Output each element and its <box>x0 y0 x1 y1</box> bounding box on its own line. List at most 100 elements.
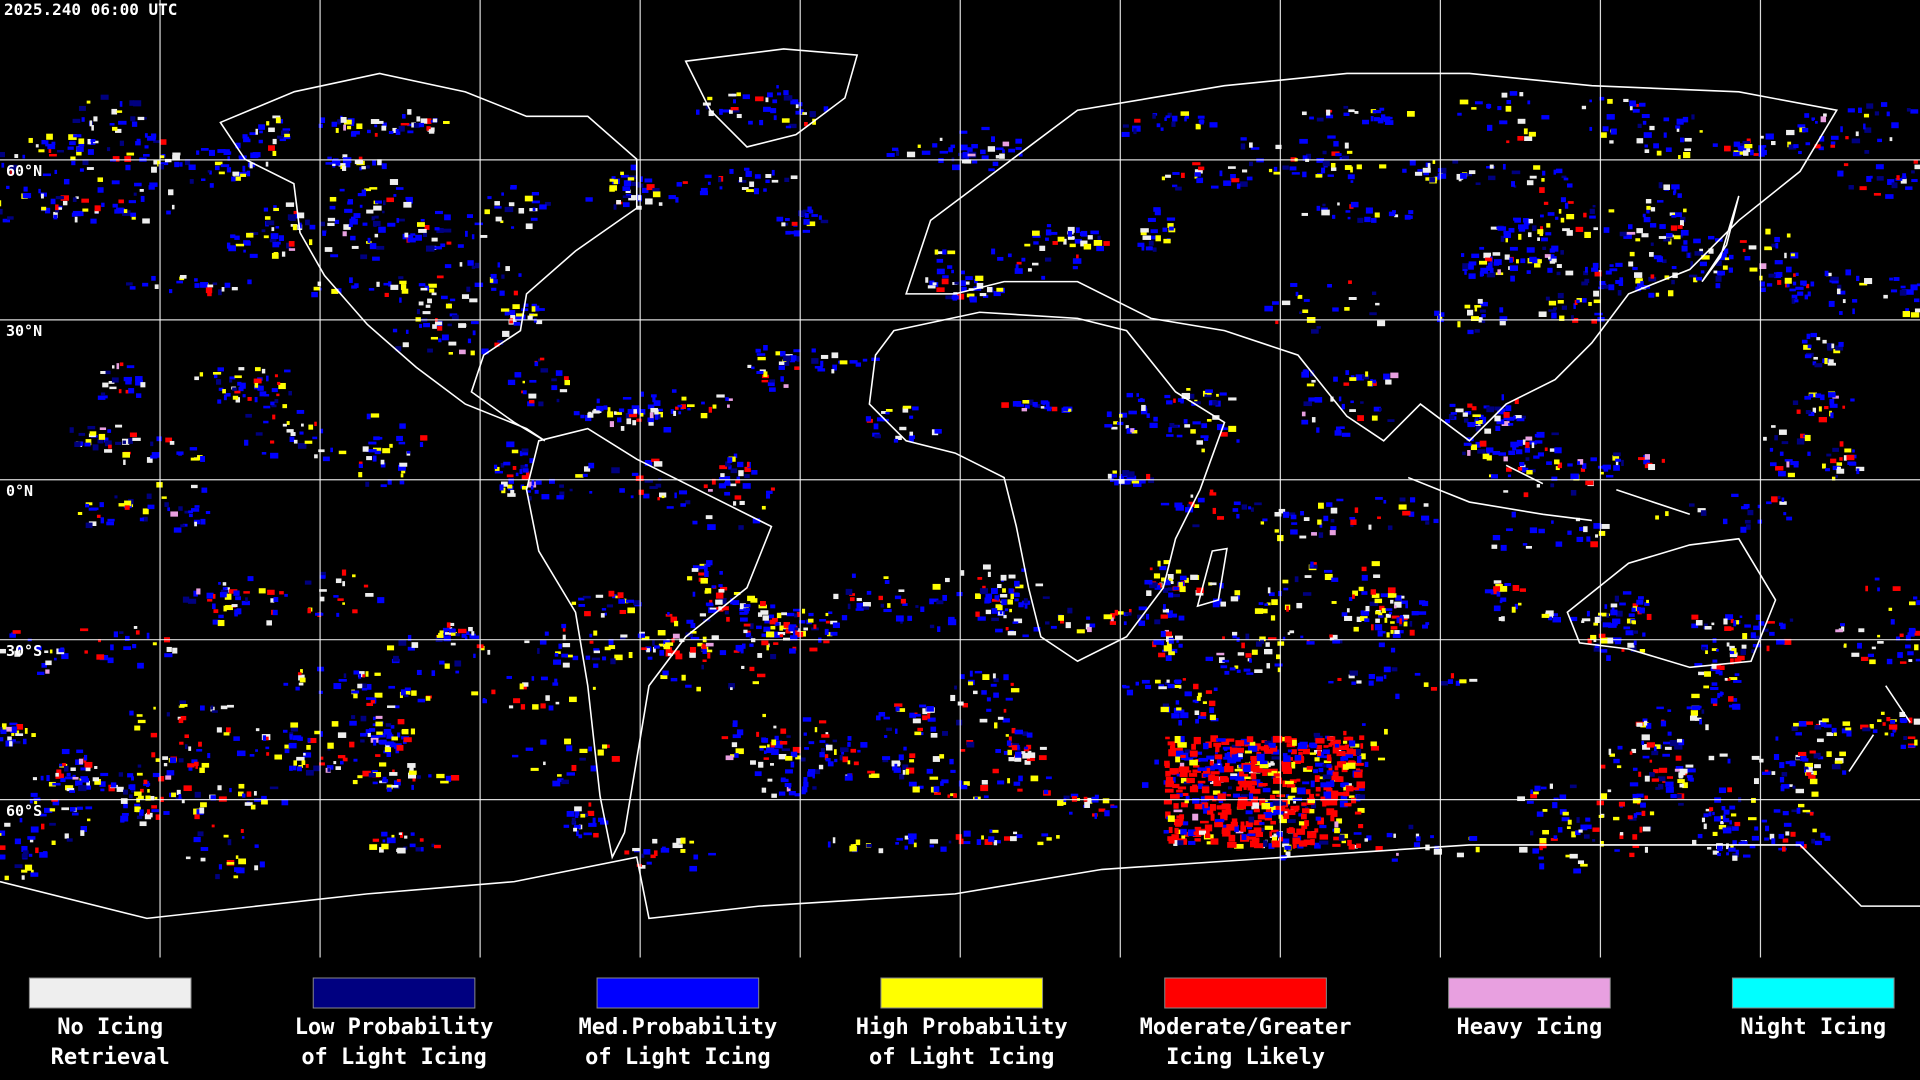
icing-pixel <box>1250 507 1254 512</box>
icing-pixel <box>362 674 366 678</box>
icing-pixel <box>1508 227 1515 233</box>
icing-pixel <box>1200 712 1207 717</box>
icing-pixel <box>715 592 724 599</box>
icing-pixel <box>1356 616 1362 623</box>
icing-pixel <box>974 796 978 800</box>
icing-pixel <box>1401 595 1405 599</box>
icing-pixel <box>100 371 106 374</box>
icing-pixel <box>1533 165 1541 170</box>
icing-pixel <box>236 867 245 874</box>
icing-pixel <box>1138 480 1146 484</box>
icing-pixel <box>608 645 616 650</box>
icing-pixel <box>1199 119 1204 125</box>
icing-pixel <box>1573 303 1576 309</box>
icing-pixel <box>1824 270 1829 277</box>
icing-pixel <box>282 729 288 733</box>
icing-pixel <box>1360 743 1364 749</box>
icing-pixel <box>1343 382 1350 386</box>
icing-pixel <box>1730 658 1734 665</box>
icing-pixel <box>701 401 705 405</box>
icing-pixel <box>350 216 356 221</box>
icing-pixel <box>1154 619 1161 625</box>
icing-pixel <box>913 842 917 848</box>
icing-pixel <box>1792 400 1799 406</box>
icing-pixel <box>1507 474 1512 478</box>
icing-pixel <box>1712 850 1719 855</box>
icing-pixel <box>1162 608 1169 613</box>
icing-pixel <box>705 515 713 520</box>
icing-pixel <box>404 687 411 692</box>
icing-pixel <box>685 684 692 688</box>
icing-pixel <box>1069 811 1073 815</box>
icing-pixel <box>523 684 527 690</box>
icing-pixel <box>1580 824 1588 831</box>
icing-pixel <box>750 598 758 603</box>
icing-pixel <box>1783 638 1792 645</box>
icing-pixel <box>520 704 526 710</box>
icing-pixel <box>28 137 33 143</box>
icing-pixel <box>1486 265 1491 271</box>
icing-pixel <box>1649 811 1655 816</box>
icing-pixel <box>151 452 160 458</box>
icing-pixel <box>398 441 406 445</box>
icing-pixel <box>525 223 533 230</box>
icing-pixel <box>1166 217 1176 221</box>
icing-pixel <box>1349 409 1356 413</box>
icing-pixel <box>1178 720 1182 726</box>
icing-pixel <box>959 674 965 680</box>
icing-pixel <box>330 447 333 453</box>
icing-pixel <box>1725 678 1731 681</box>
icing-pixel <box>1684 148 1691 151</box>
icing-pixel <box>308 424 314 430</box>
icing-pixel <box>238 367 245 371</box>
icing-pixel <box>1081 230 1088 237</box>
icing-pixel <box>1497 408 1506 415</box>
icing-pixel <box>1467 329 1474 335</box>
icing-pixel <box>218 289 222 296</box>
icing-pixel <box>123 209 128 214</box>
icing-pixel <box>152 642 157 646</box>
icing-pixel <box>136 815 143 819</box>
icing-pixel <box>309 224 316 230</box>
icing-pixel <box>1125 425 1129 429</box>
icing-pixel <box>1786 461 1790 468</box>
icing-pixel <box>891 760 901 767</box>
icing-pixel <box>1403 614 1410 619</box>
icing-pixel <box>1271 599 1278 606</box>
icing-pixel <box>201 487 208 493</box>
icing-pixel <box>803 732 807 736</box>
icing-pixel <box>245 413 252 418</box>
icing-pixel <box>548 705 554 711</box>
icing-pixel <box>699 190 708 196</box>
icing-pixel <box>1671 184 1680 190</box>
icing-pixel <box>1760 287 1766 293</box>
icing-pixel <box>942 275 949 279</box>
icing-pixel <box>1251 649 1258 655</box>
icing-pixel <box>1532 848 1540 854</box>
icing-pixel <box>337 119 342 125</box>
icing-pixel <box>1208 700 1216 707</box>
icing-pixel <box>1497 226 1507 231</box>
icing-pixel <box>663 643 671 650</box>
icing-pixel <box>183 785 192 792</box>
icing-pixel <box>1720 820 1724 825</box>
icing-pixel <box>1696 276 1703 281</box>
icing-pixel <box>368 772 376 778</box>
icing-pixel <box>1274 511 1282 517</box>
icing-pixel <box>221 287 225 292</box>
icing-pixel <box>1723 618 1728 625</box>
icing-pixel <box>1594 312 1603 316</box>
icing-pixel <box>135 630 140 635</box>
icing-pixel <box>111 108 118 115</box>
icing-pixel <box>304 440 313 444</box>
icing-pixel <box>1810 281 1815 287</box>
icing-pixel <box>40 193 44 199</box>
icing-pixel <box>1560 197 1566 203</box>
icing-pixel <box>1557 300 1564 304</box>
icing-pixel <box>812 786 817 790</box>
icing-pixel <box>1384 120 1394 125</box>
icing-pixel <box>190 457 199 461</box>
icing-pixel <box>1559 794 1567 800</box>
icing-pixel <box>767 92 773 98</box>
icing-pixel <box>1913 596 1918 600</box>
